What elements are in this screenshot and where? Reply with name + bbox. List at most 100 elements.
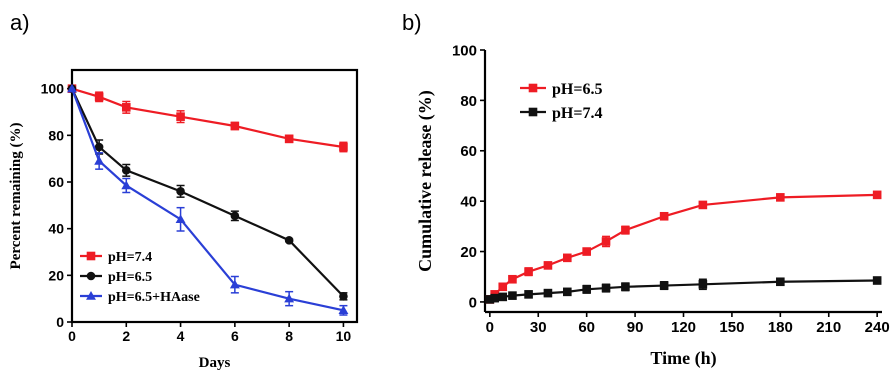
x-tick-label: 240	[865, 319, 890, 336]
data-point	[175, 214, 186, 224]
x-axis-title: Days	[199, 355, 231, 371]
data-point	[582, 285, 591, 294]
x-tick-label: 10	[336, 328, 352, 344]
y-tick-label: 0	[56, 314, 64, 330]
data-point	[508, 291, 517, 300]
legend-marker	[528, 83, 538, 93]
data-point	[872, 190, 882, 200]
y-tick-label: 0	[469, 294, 477, 311]
data-point	[229, 279, 240, 289]
legend-marker	[86, 251, 96, 261]
legend-label: pH=6.5	[108, 270, 152, 285]
data-point	[659, 281, 669, 290]
data-point	[524, 290, 533, 299]
x-tick-label: 90	[627, 319, 644, 336]
data-point	[485, 295, 495, 304]
legend-item: pH=6.5+HAase	[80, 290, 200, 305]
data-point	[563, 253, 572, 263]
plot-frame	[70, 68, 359, 324]
data-point	[94, 156, 105, 165]
data-point	[338, 305, 349, 315]
data-point	[121, 103, 131, 112]
panel-label-a: a)	[10, 10, 30, 35]
x-tick-label: 2	[122, 328, 130, 344]
y-tick-label: 40	[48, 221, 64, 237]
y-tick-label: 60	[48, 174, 64, 190]
data-point	[563, 287, 572, 297]
y-tick-label: 100	[452, 42, 477, 59]
series-line	[489, 193, 878, 301]
x-tick-label: 180	[768, 319, 793, 336]
x-tick-label: 6	[231, 328, 239, 344]
data-point	[284, 293, 295, 303]
x-tick-label: 210	[816, 319, 841, 336]
y-tick-label: 100	[41, 81, 65, 97]
legend-item: pH=7.4	[520, 105, 602, 122]
data-point	[776, 193, 785, 202]
data-point	[284, 236, 294, 245]
data-point	[872, 276, 882, 285]
y-tick-label: 60	[460, 143, 477, 160]
y-tick-label: 20	[48, 267, 64, 283]
chart-b: 0 30 60 90 120 150 180 210 240 0 20 40 60 80 100 Time (…	[415, 42, 890, 369]
legend-label: pH=6.5+HAase	[108, 290, 200, 305]
x-tick-label: 4	[177, 328, 185, 344]
data-point	[121, 166, 131, 175]
x-tick-label: 60	[578, 319, 595, 336]
data-point	[490, 293, 499, 303]
data-point	[543, 261, 553, 270]
legend-label: pH=6.5	[552, 81, 602, 98]
data-point	[776, 277, 785, 287]
y-tick-label: 80	[460, 93, 477, 110]
data-point	[94, 142, 104, 152]
data-point	[121, 180, 132, 190]
data-point	[339, 292, 348, 301]
y-tick-label: 40	[460, 194, 477, 211]
series-line	[71, 87, 344, 149]
y-tick-label: 20	[460, 244, 477, 261]
y-axis-title: Cumulative release (%)	[415, 90, 436, 272]
legend-label: pH=7.4	[552, 105, 602, 122]
series-pH=7.4	[485, 276, 882, 304]
data-point	[498, 282, 508, 292]
series-pH=6.5	[485, 190, 882, 304]
legend-item: pH=6.5	[520, 81, 602, 98]
data-point	[659, 211, 669, 221]
data-point	[176, 112, 185, 121]
x-tick-label: 30	[530, 319, 547, 336]
series-pH=7.4	[67, 84, 348, 153]
data-point	[621, 225, 630, 235]
x-tick-label: 120	[671, 319, 696, 336]
x-tick-label: 150	[719, 319, 744, 336]
legend: pH=7.4 pH=6.5 pH=6.5+HAase	[80, 250, 200, 305]
data-point	[230, 211, 240, 221]
x-axis-title: Time (h)	[650, 348, 716, 369]
data-point	[508, 274, 517, 284]
x-tick-label: 0	[486, 319, 494, 336]
data-point	[339, 142, 348, 152]
legend: pH=6.5 pH=7.4	[520, 81, 602, 122]
legend-item: pH=7.4	[80, 250, 152, 265]
data-point	[498, 292, 508, 302]
series-line	[71, 88, 345, 298]
data-point	[230, 121, 240, 131]
data-point	[67, 83, 77, 93]
data-point	[284, 134, 294, 144]
data-point	[94, 92, 104, 102]
legend-marker	[86, 271, 96, 281]
data-point	[698, 200, 708, 210]
y-axis-title: Percent remaining (%)	[8, 123, 24, 270]
data-point	[176, 187, 185, 196]
data-point	[524, 267, 533, 276]
data-point	[621, 282, 630, 292]
data-point	[601, 237, 611, 246]
legend-marker	[528, 107, 538, 117]
series-pH=6.5	[67, 84, 348, 301]
legend-label: pH=7.4	[108, 250, 152, 265]
data-point	[582, 247, 591, 256]
legend-item: pH=6.5	[80, 270, 152, 285]
data-point	[543, 288, 553, 298]
y-tick-label: 80	[48, 127, 64, 143]
